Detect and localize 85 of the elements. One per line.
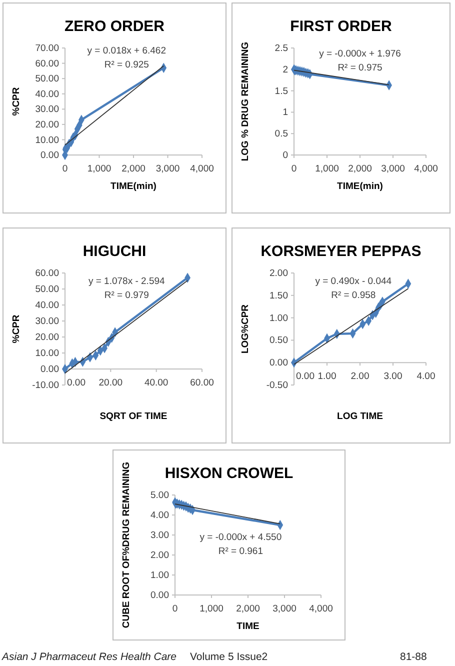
x-tick-label: 2.00: [350, 371, 370, 382]
annotation: y = 1.078x - 2.594: [88, 276, 165, 288]
x-tick-label: 2,000: [122, 163, 146, 174]
x-axis-title: LOG TIME: [337, 411, 383, 422]
x-tick-label: 3,000: [156, 163, 180, 174]
x-axis-title: TIME: [236, 621, 260, 632]
y-tick-label: 5.00: [150, 490, 169, 502]
y-tick-label: 0.00: [150, 590, 169, 602]
y-tick-label: 30.00: [35, 104, 59, 116]
y-tick-label: 20.00: [35, 332, 59, 344]
y-tick-label: 70.00: [35, 43, 59, 54]
y-tick-label: 1.50: [270, 290, 288, 302]
annotation: R² = 0.979: [104, 290, 149, 302]
y-tick-label: -0.50: [266, 380, 288, 392]
y-tick-label: 1.5: [274, 86, 288, 97]
x-tick-label: 4,000: [190, 163, 214, 174]
text: 81-88: [400, 651, 428, 663]
y-tick-label: -10.00: [32, 380, 59, 392]
chart-title: HIGUCHI: [82, 243, 146, 260]
x-tick-label: 2,000: [236, 603, 260, 614]
y-tick-label: 2.00: [150, 550, 169, 562]
y-axis-title: CUBE ROOT OF%DRUG REMAINING: [121, 462, 132, 628]
x-axis-title: TIME(min): [110, 181, 156, 192]
x-tick-label: 4.00: [416, 371, 436, 382]
x-tick-label: 3.00: [384, 371, 402, 382]
x-tick-label: 1,000: [315, 163, 339, 174]
annotation: R² = 0.958: [331, 290, 376, 302]
y-tick-label: 20.00: [35, 119, 59, 130]
chart-title: HISXON CROWEL: [164, 465, 294, 482]
y-tick-label: 2: [282, 64, 288, 76]
chart-title: KORSMEYER PEPPAS: [260, 243, 422, 260]
y-tick-label: 1.00: [150, 570, 169, 582]
y-tick-label: 40.00: [35, 300, 59, 312]
text: Volume 5 Issue2: [190, 651, 268, 663]
x-tick-label: 0: [62, 163, 68, 174]
y-tick-label: 3.00: [150, 530, 169, 542]
y-tick-label: 10.00: [35, 134, 59, 146]
y-tick-label: 50.00: [35, 74, 59, 85]
y-tick-label: 4.00: [150, 510, 169, 522]
y-axis-title: LOG%CPR: [240, 304, 251, 354]
annotation: y = 0.490x - 0.044: [315, 276, 392, 288]
annotation: R² = 0.975: [338, 62, 382, 74]
x-tick-label: 3,000: [381, 163, 405, 174]
x-tick-label: 2,000: [348, 163, 372, 174]
x-tick-label: 0.00: [67, 377, 86, 388]
x-tick-label: 0.00: [296, 371, 314, 382]
y-tick-label: 0.5: [274, 128, 288, 140]
y-tick-label: 0.50: [270, 335, 288, 346]
y-axis-title: LOG % DRUG REMAINING: [240, 42, 251, 162]
y-tick-label: 0: [282, 150, 288, 162]
y-tick-label: 2.00: [270, 268, 288, 280]
x-tick-label: 1.00: [318, 371, 336, 382]
annotation: y = -0.000x + 1.976: [319, 48, 401, 60]
y-tick-label: 0.00: [40, 150, 59, 162]
y-tick-label: 50.00: [35, 284, 59, 296]
x-tick-label: 20.00: [98, 377, 123, 388]
text: Asian J Pharmaceut Res Health Care: [1, 651, 177, 663]
chart-title: ZERO ORDER: [64, 18, 165, 35]
annotation: R² = 0.961: [218, 546, 264, 557]
x-tick-label: 0: [172, 603, 178, 614]
y-tick-label: 1: [282, 107, 288, 118]
x-tick-label: 1,000: [87, 163, 112, 174]
x-tick-label: 4,000: [309, 603, 333, 614]
y-tick-label: 2.5: [274, 43, 288, 54]
chart-title: FIRST ORDER: [290, 18, 392, 35]
y-axis-title: %CPR: [11, 314, 22, 344]
x-tick-label: 1,000: [200, 603, 224, 614]
y-tick-label: 60.00: [35, 268, 59, 280]
y-tick-label: 30.00: [35, 316, 59, 328]
x-tick-label: 0: [291, 163, 297, 174]
annotation: y = -0.000x + 4.550: [200, 532, 282, 543]
y-tick-label: 1.00: [270, 312, 288, 324]
y-tick-label: 0.00: [40, 364, 59, 376]
y-tick-label: 0.00: [270, 358, 288, 369]
x-axis-title: SQRT OF TIME: [100, 411, 168, 422]
y-tick-label: 40.00: [35, 88, 59, 100]
y-tick-label: 10.00: [35, 348, 59, 360]
x-tick-label: 60.00: [190, 377, 214, 388]
y-tick-label: 60.00: [35, 58, 59, 70]
x-tick-label: 4,000: [414, 163, 438, 174]
annotation: R² = 0.925: [104, 59, 149, 70]
annotation: y = 0.018x + 6.462: [87, 45, 166, 56]
y-axis-title: %CPR: [11, 87, 22, 116]
x-axis-title: TIME(min): [337, 181, 383, 192]
x-tick-label: 3,000: [272, 603, 296, 614]
